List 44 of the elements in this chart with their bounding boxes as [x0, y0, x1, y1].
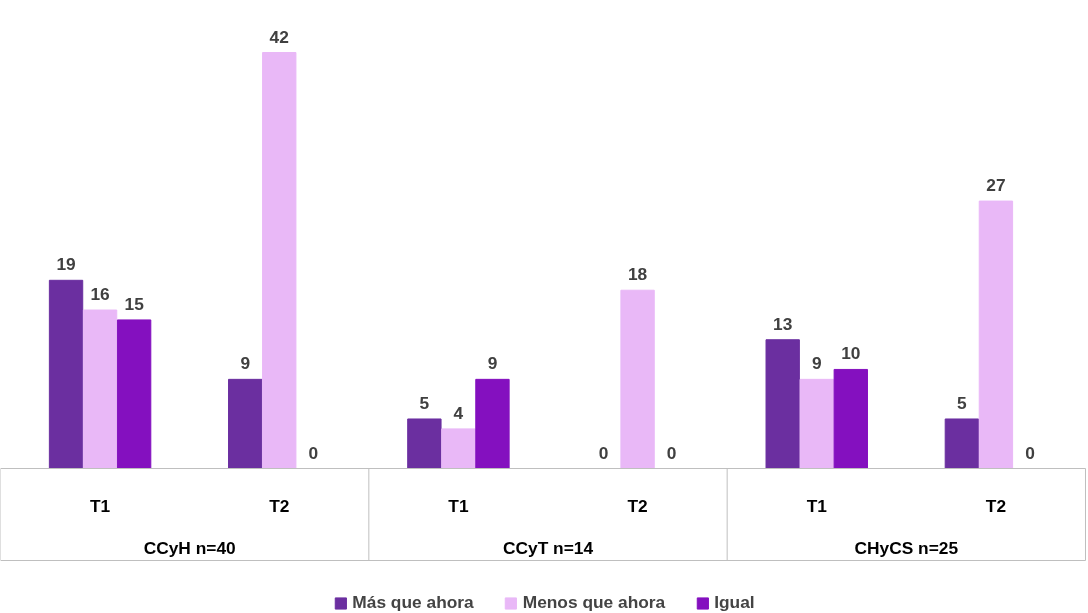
bar: [116, 319, 152, 469]
bar: [48, 279, 84, 469]
x-tick-label: T1: [89, 495, 111, 516]
data-label: 27: [986, 175, 1006, 196]
data-label: 10: [841, 343, 861, 364]
data-label: 0: [666, 442, 677, 463]
data-label: 5: [419, 392, 430, 413]
bar: [978, 200, 1014, 469]
bar: [475, 378, 510, 469]
bar: [82, 309, 118, 469]
data-label: 5: [957, 392, 968, 413]
x-tick-label: T2: [985, 495, 1007, 516]
legend-label: Igual: [714, 592, 755, 613]
data-label: 4: [453, 402, 464, 423]
bar: [407, 418, 442, 469]
text: CHyCS n=25: [854, 537, 959, 558]
data-label: 16: [90, 284, 111, 305]
bar: [799, 378, 834, 469]
data-label: 42: [269, 26, 289, 47]
x-tick-label: T1: [806, 495, 828, 516]
data-label: 9: [240, 353, 251, 374]
text: CCyH n=40: [143, 537, 236, 558]
legend-label: Menos que ahora: [522, 592, 666, 613]
data-label: 0: [598, 442, 609, 463]
bar: [262, 52, 297, 469]
data-label: 15: [124, 293, 145, 314]
bar: [944, 418, 980, 469]
bar: [833, 368, 868, 469]
x-tick-label: T1: [448, 495, 469, 516]
data-label: 18: [627, 264, 648, 285]
text: CCyT n=14: [502, 537, 594, 558]
data-label: 19: [56, 254, 76, 275]
bar: [441, 428, 476, 469]
data-label: 0: [308, 442, 319, 463]
data-label: 0: [1025, 442, 1035, 463]
data-label: 9: [811, 353, 822, 374]
x-tick-label: T2: [627, 495, 648, 516]
data-label: 9: [487, 353, 498, 374]
data-label: 13: [773, 313, 793, 334]
x-tick-label: T2: [269, 495, 290, 516]
bar: [228, 378, 263, 469]
bar: [620, 289, 655, 469]
legend-label: Más que ahora: [352, 592, 474, 613]
bar: [765, 339, 800, 469]
